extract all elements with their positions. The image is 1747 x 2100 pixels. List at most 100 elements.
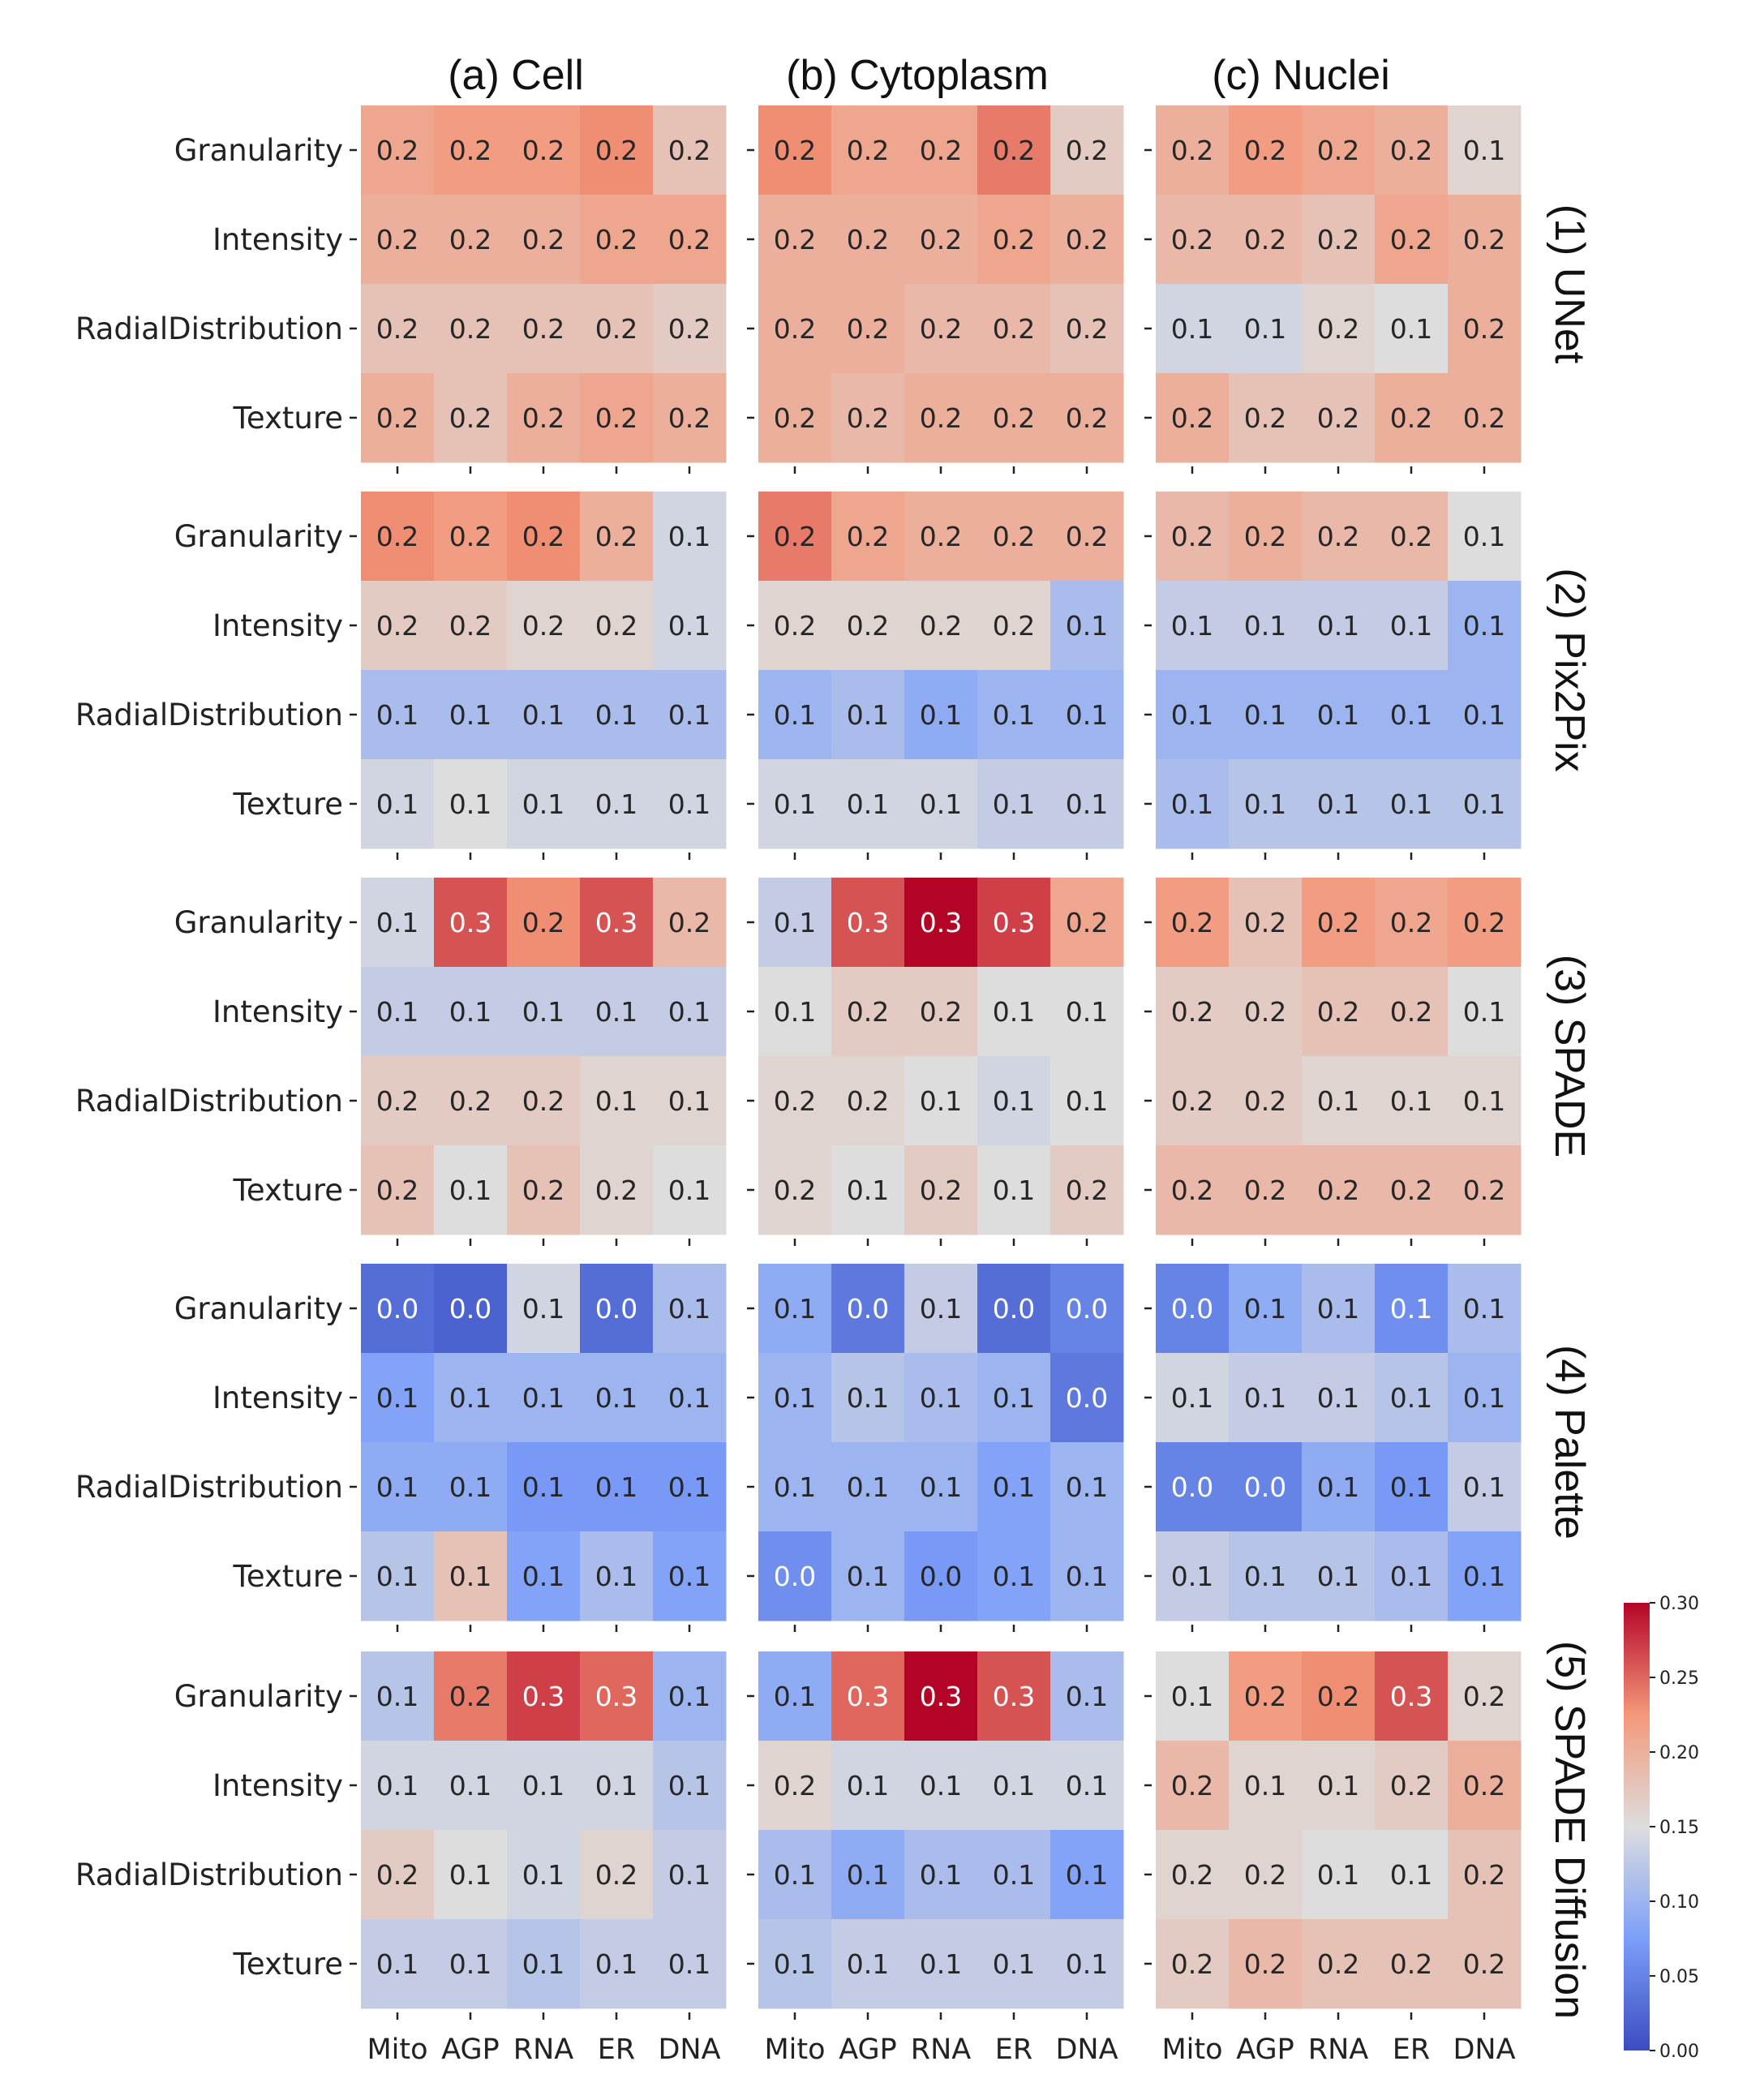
- cell-granularity-rna: [507, 878, 581, 968]
- cell-granularity-mito: [361, 878, 435, 968]
- cell-intensity-rna: [1302, 1353, 1376, 1443]
- cell-intensity-rna: [1302, 1741, 1376, 1831]
- cell-texture-agp-label: 0.1: [847, 1948, 889, 1980]
- cell-granularity-dna-label: 0.2: [668, 135, 710, 166]
- cell-intensity-mito: [1156, 581, 1230, 671]
- cell-texture-rna-label: 0.1: [1317, 1561, 1359, 1592]
- cell-intensity-agp-label: 0.1: [1244, 1382, 1286, 1414]
- cell-texture-mito: [758, 373, 832, 463]
- cell-texture-agp: [434, 759, 508, 849]
- cell-texture-dna-label: 0.1: [668, 788, 710, 820]
- cell-granularity-agp-label: 0.2: [847, 135, 889, 166]
- cell-granularity-agp-label: 0.2: [1244, 907, 1286, 938]
- cell-radialdistribution-mito: [758, 1442, 832, 1532]
- cell-radialdistribution-dna: [1448, 284, 1522, 374]
- cell-intensity-er-label: 0.1: [993, 996, 1035, 1028]
- x-label-mito: Mito: [367, 2033, 427, 2066]
- cell-granularity-agp: [1229, 492, 1303, 582]
- cell-radialdistribution-agp: [1229, 284, 1303, 374]
- cell-radialdistribution-er-label: 0.1: [993, 1859, 1035, 1891]
- cell-intensity-agp: [434, 967, 508, 1057]
- cell-intensity-rna: [507, 967, 581, 1057]
- cell-radialdistribution-rna-label: 0.1: [1317, 699, 1359, 731]
- cell-intensity-agp: [434, 581, 508, 671]
- cell-intensity-rna: [904, 1741, 978, 1831]
- cell-texture-agp: [831, 1145, 905, 1235]
- cell-granularity-agp: [831, 1264, 905, 1354]
- cell-intensity-mito: [1156, 1353, 1230, 1443]
- cell-texture-er-label: 0.2: [1390, 402, 1432, 434]
- x-label-agp: AGP: [441, 2033, 500, 2066]
- cell-texture-dna: [1448, 1919, 1522, 2009]
- cell-granularity-mito-label: 0.2: [1171, 135, 1213, 166]
- cell-granularity-rna-label: 0.1: [920, 1293, 962, 1325]
- colorbar-tick-label: 0.00: [1659, 2042, 1699, 2062]
- cell-granularity-dna-label: 0.2: [1463, 1681, 1505, 1712]
- cell-granularity-dna: [653, 878, 727, 968]
- row-label-granularity: Granularity: [174, 519, 343, 554]
- row-label-radialdistribution: RadialDistribution: [75, 698, 343, 732]
- cell-radialdistribution-er-label: 0.1: [1390, 313, 1432, 345]
- cell-radialdistribution-dna-label: 0.1: [1463, 699, 1505, 731]
- cell-radialdistribution-mito: [758, 670, 832, 760]
- colorbar: 0.00 0.05 0.10 0.15 0.20 0.25 0.30: [1624, 1594, 1699, 2062]
- cell-radialdistribution-rna-label: 0.1: [522, 1471, 564, 1503]
- cell-radialdistribution-mito-label: 0.2: [376, 1085, 419, 1117]
- cell-intensity-er-label: 0.1: [1390, 1382, 1432, 1414]
- cell-texture-rna-label: 0.2: [920, 1175, 962, 1206]
- cell-texture-agp-label: 0.1: [449, 788, 491, 820]
- cell-texture-dna-label: 0.2: [1463, 1948, 1505, 1980]
- cell-granularity-er: [580, 878, 654, 968]
- cell-texture-agp-label: 0.1: [1244, 1561, 1286, 1592]
- cell-radialdistribution-agp: [1229, 1830, 1303, 1920]
- cell-radialdistribution-er: [580, 670, 654, 760]
- cell-radialdistribution-mito: [361, 1056, 435, 1146]
- cell-texture-agp-label: 0.1: [847, 1175, 889, 1206]
- cell-radialdistribution-agp-label: 0.1: [1244, 313, 1286, 345]
- row-label-texture: Texture: [233, 1173, 343, 1208]
- cell-granularity-er-label: 0.1: [1390, 1293, 1432, 1325]
- cell-intensity-er: [580, 1741, 654, 1831]
- cell-granularity-dna: [653, 105, 727, 195]
- cell-granularity-mito: [1156, 1264, 1230, 1354]
- cell-radialdistribution-mito-label: 0.1: [774, 699, 816, 731]
- cell-granularity-mito-label: 0.2: [1171, 907, 1213, 938]
- cell-intensity-agp: [434, 1741, 508, 1831]
- cell-intensity-agp: [434, 1353, 508, 1443]
- cell-intensity-dna-label: 0.1: [1066, 610, 1108, 642]
- row-label-intensity: Intensity: [212, 1768, 343, 1803]
- panel-1-unet-c-nuclei: 0.2 0.2 0.2 0.2 0.1 0.2 0.2 0.2 0.2 0.2 0.1 0.1 0.2 0…: [1144, 105, 1522, 474]
- cell-intensity-rna: [904, 195, 978, 285]
- cell-granularity-rna: [1302, 878, 1376, 968]
- cell-intensity-er-label: 0.1: [993, 1382, 1035, 1414]
- cell-radialdistribution-mito-label: 0.2: [1171, 1085, 1213, 1117]
- cell-granularity-agp: [434, 1264, 508, 1354]
- cell-intensity-agp: [831, 1741, 905, 1831]
- cell-texture-mito: [758, 1919, 832, 2009]
- cell-texture-mito-label: 0.1: [1171, 788, 1213, 820]
- cell-granularity-er-label: 0.3: [993, 907, 1035, 938]
- cell-texture-mito-label: 0.0: [774, 1561, 816, 1592]
- cell-texture-agp: [1229, 1531, 1303, 1621]
- x-label-agp: AGP: [839, 2033, 897, 2066]
- cell-radialdistribution-rna-label: 0.1: [920, 699, 962, 731]
- cell-granularity-agp-label: 0.3: [449, 907, 491, 938]
- cell-granularity-dna: [1050, 878, 1124, 968]
- panel-3-spade-b-cytoplasm: 0.1 0.3 0.3 0.3 0.2 0.1 0.2 0.2 0.1 0.1 0.2 0.2 0.1 0…: [747, 878, 1124, 1246]
- panel-4-palette-b-cytoplasm: 0.1 0.0 0.1 0.0 0.0 0.1 0.1 0.1 0.1 0.0 0.1 0.1 0.1 0…: [747, 1264, 1124, 1632]
- cell-texture-rna-label: 0.1: [522, 788, 564, 820]
- cell-texture-agp: [831, 373, 905, 463]
- cell-radialdistribution-mito-label: 0.2: [376, 313, 419, 345]
- cell-texture-er-label: 0.1: [1390, 788, 1432, 820]
- cell-granularity-er-label: 0.2: [595, 135, 637, 166]
- cell-radialdistribution-mito: [361, 1830, 435, 1920]
- cell-radialdistribution-mito-label: 0.1: [1171, 313, 1213, 345]
- cell-radialdistribution-er-label: 0.1: [993, 699, 1035, 731]
- cell-texture-rna-label: 0.2: [1317, 402, 1359, 434]
- cell-radialdistribution-agp: [1229, 1442, 1303, 1532]
- cell-intensity-er-label: 0.1: [993, 1770, 1035, 1802]
- cell-texture-dna-label: 0.1: [668, 1948, 710, 1980]
- cell-intensity-er: [977, 1741, 1051, 1831]
- cell-intensity-mito-label: 0.2: [376, 224, 419, 256]
- cell-radialdistribution-agp: [1229, 670, 1303, 760]
